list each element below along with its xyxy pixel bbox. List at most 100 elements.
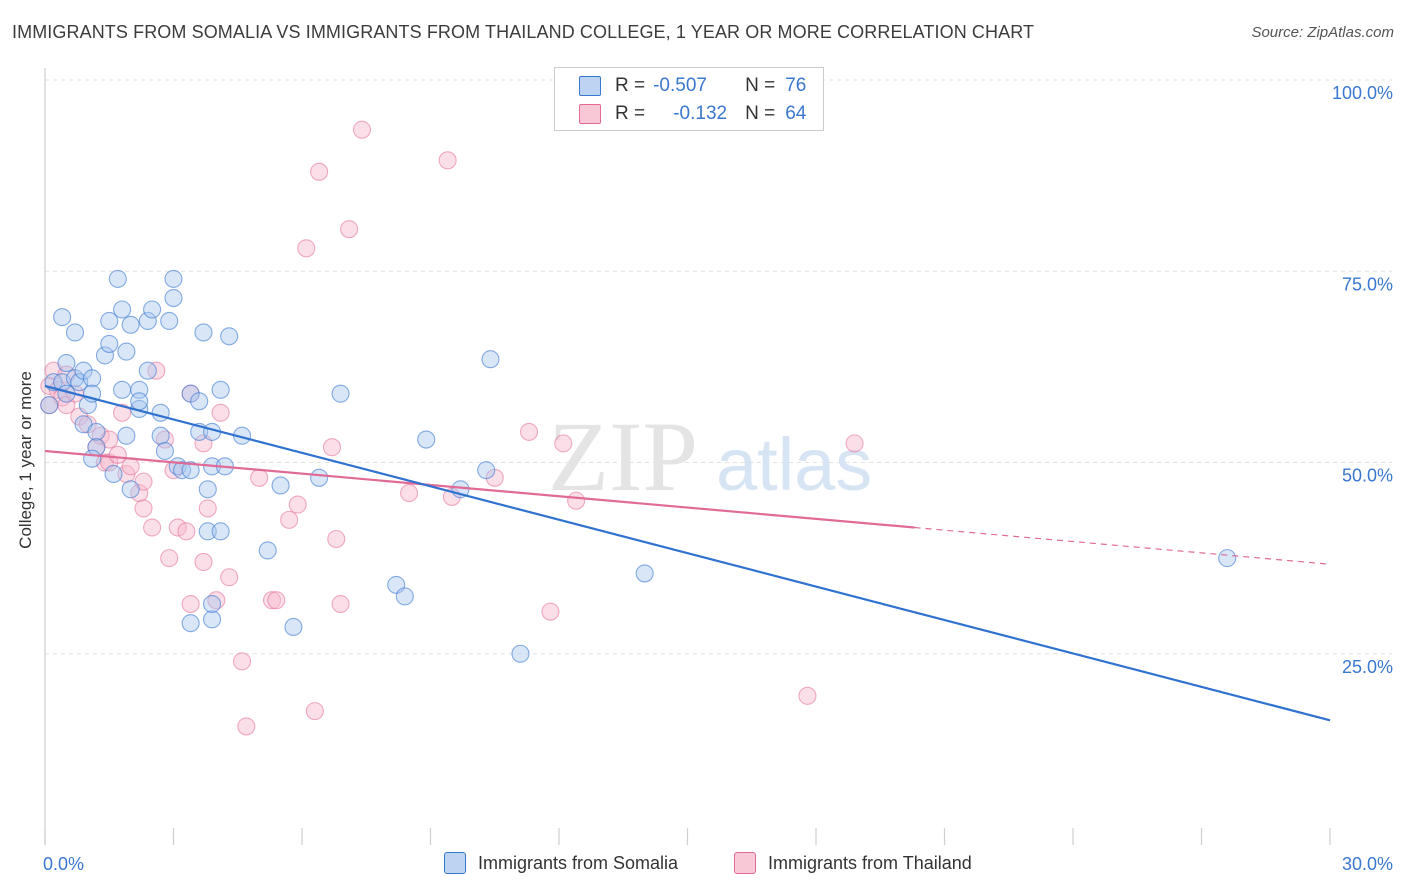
somalia-point xyxy=(65,323,85,342)
somalia-point xyxy=(417,430,436,449)
somalia-point xyxy=(151,426,170,445)
y-tick-label: 50.0% xyxy=(1342,466,1393,486)
thailand-point xyxy=(327,529,346,549)
thailand-point xyxy=(232,652,252,671)
somalia-point xyxy=(160,311,179,331)
tick-labels: 25.0% 50.0% 75.0% 100.0% 0.0% 30.0% xyxy=(43,83,1393,874)
somalia-point xyxy=(130,392,149,411)
somalia-point xyxy=(108,269,127,288)
somalia-point xyxy=(477,461,496,480)
thailand-point xyxy=(267,591,286,610)
somalia-point xyxy=(83,369,102,388)
somalia-point xyxy=(113,380,132,399)
thailand-point xyxy=(211,403,230,422)
thailand-point xyxy=(400,484,419,503)
thailand-point xyxy=(331,594,350,614)
x-tick-label: 30.0% xyxy=(1342,854,1393,874)
somalia-point xyxy=(40,396,59,415)
somalia-swatch xyxy=(579,76,601,96)
thailand-point xyxy=(554,434,573,453)
source-credit: Source: ZipAtlas.com xyxy=(1251,24,1394,41)
thailand-point xyxy=(340,220,359,239)
legend-thailand-r: -0.132 xyxy=(673,103,728,124)
thailand-swatch xyxy=(579,104,601,124)
thailand-point xyxy=(322,438,342,457)
somalia-point xyxy=(258,541,277,560)
thailand-point xyxy=(310,162,329,181)
somalia-point xyxy=(53,308,72,327)
legend-r-label: R = xyxy=(615,103,646,124)
somalia-point xyxy=(83,449,102,468)
thailand-point xyxy=(845,434,864,453)
watermark-atlas: atlas xyxy=(716,423,872,506)
somalia-point xyxy=(181,614,200,633)
thailand-point xyxy=(288,495,307,514)
somalia-point xyxy=(211,380,230,399)
somalia-point xyxy=(138,361,157,380)
thailand-point xyxy=(438,151,457,170)
somalia-point xyxy=(117,342,136,361)
y-tick-label: 25.0% xyxy=(1342,657,1393,677)
thailand-point xyxy=(220,568,239,587)
legend-row-thailand: R = -0.132 N = 64 xyxy=(579,101,806,127)
thailand-point xyxy=(194,552,213,572)
thailand-point xyxy=(113,403,132,422)
somalia-point xyxy=(87,422,106,441)
axes xyxy=(44,68,1331,845)
somalia-points xyxy=(40,269,1237,663)
thailand-point xyxy=(177,522,196,541)
thailand-point xyxy=(567,491,586,510)
somalia-point xyxy=(155,441,174,461)
somalia-point xyxy=(164,269,183,288)
somalia-point xyxy=(220,327,239,346)
somalia-legend-swatch xyxy=(444,852,466,874)
somalia-point xyxy=(95,346,115,365)
bottom-legend-somalia: Immigrants from Somalia xyxy=(444,852,678,874)
somalia-legend-label: Immigrants from Somalia xyxy=(478,852,679,873)
thailand-point xyxy=(143,518,162,537)
somalia-point xyxy=(113,300,132,319)
somalia-point xyxy=(198,480,217,499)
somalia-point xyxy=(198,522,217,541)
somalia-point xyxy=(1218,549,1237,568)
somalia-point xyxy=(100,334,119,353)
y-axis-label-wrap: College, 1 year or more xyxy=(14,300,38,620)
thailand-point xyxy=(121,457,140,476)
x-tick-label: 0.0% xyxy=(43,854,84,874)
correlation-legend: R = -0.507 N = 76 R = -0.132 N = 64 xyxy=(554,67,824,131)
thailand-point xyxy=(519,422,539,441)
thailand-point xyxy=(352,120,372,139)
thailand-point xyxy=(280,510,299,529)
legend-somalia-n: 76 xyxy=(785,75,807,96)
thailand-point xyxy=(798,686,817,705)
somalia-point xyxy=(138,311,157,331)
thailand-point xyxy=(181,594,200,614)
gridlines xyxy=(45,79,1392,655)
somalia-point xyxy=(104,464,123,484)
somalia-point xyxy=(100,311,119,331)
somalia-trend-line xyxy=(44,384,1331,722)
somalia-point xyxy=(121,315,140,334)
legend-thailand-n: 64 xyxy=(785,103,807,124)
thailand-legend-label: Immigrants from Thailand xyxy=(768,852,972,873)
thailand-point xyxy=(134,499,153,518)
legend-n-label: N = xyxy=(745,103,776,124)
somalia-point xyxy=(117,426,136,445)
chart-title: IMMIGRANTS FROM SOMALIA VS IMMIGRANTS FR… xyxy=(12,22,1035,42)
thailand-point xyxy=(237,717,256,736)
somalia-point xyxy=(310,468,329,487)
somalia-point xyxy=(271,476,290,495)
watermark-zip: ZIP xyxy=(548,401,698,512)
thailand-point xyxy=(305,702,324,721)
legend-row-somalia: R = -0.507 N = 76 xyxy=(579,73,806,99)
somalia-point xyxy=(203,594,222,614)
thailand-point xyxy=(262,591,282,610)
thailand-point xyxy=(160,549,179,568)
legend-n-label: N = xyxy=(745,75,776,96)
somalia-point xyxy=(635,564,654,583)
bottom-legend-thailand: Immigrants from Thailand xyxy=(734,852,972,874)
thailand-legend-swatch xyxy=(734,852,756,874)
somalia-point xyxy=(194,323,213,342)
thailand-point xyxy=(250,468,269,487)
